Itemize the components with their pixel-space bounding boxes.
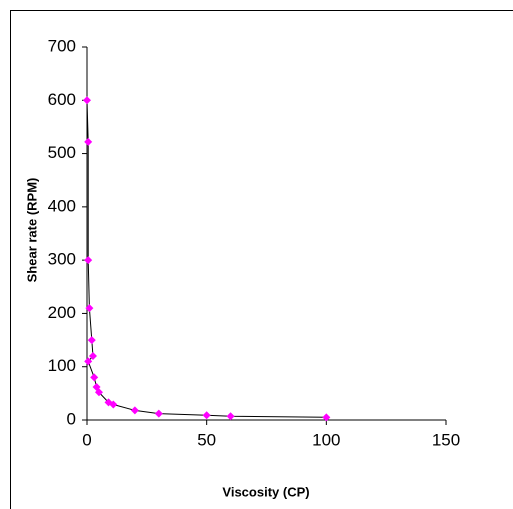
- data-point: [88, 352, 97, 361]
- data-point: [322, 413, 331, 422]
- data-point: [94, 388, 103, 397]
- data-point: [90, 373, 99, 382]
- data-point: [130, 406, 139, 415]
- data-point: [154, 409, 163, 418]
- y-tick-label: 300: [48, 250, 76, 269]
- x-tick-label: 0: [82, 430, 91, 449]
- y-tick-label: 700: [48, 36, 76, 55]
- x-tick-label: 150: [432, 430, 460, 449]
- x-tick-label: 50: [197, 430, 216, 449]
- y-tick-label: 500: [48, 143, 76, 162]
- data-point: [226, 412, 235, 421]
- y-tick-label: 600: [48, 90, 76, 109]
- data-point: [84, 137, 93, 146]
- data-point: [84, 256, 93, 265]
- data-point: [84, 357, 93, 366]
- data-point: [87, 336, 96, 345]
- y-tick-label: 0: [67, 409, 76, 428]
- y-tick-label: 400: [48, 196, 76, 215]
- y-tick-label: 200: [48, 303, 76, 322]
- y-axis-title: Shear rate (RPM): [24, 178, 39, 283]
- data-point: [202, 411, 211, 420]
- data-point: [83, 96, 91, 105]
- x-axis-title: Viscosity (CP): [222, 484, 309, 499]
- y-tick-label: 100: [48, 356, 76, 375]
- x-tick-label: 100: [312, 430, 340, 449]
- data-point: [85, 304, 94, 313]
- series-line: [86, 100, 327, 418]
- data-point: [109, 400, 118, 409]
